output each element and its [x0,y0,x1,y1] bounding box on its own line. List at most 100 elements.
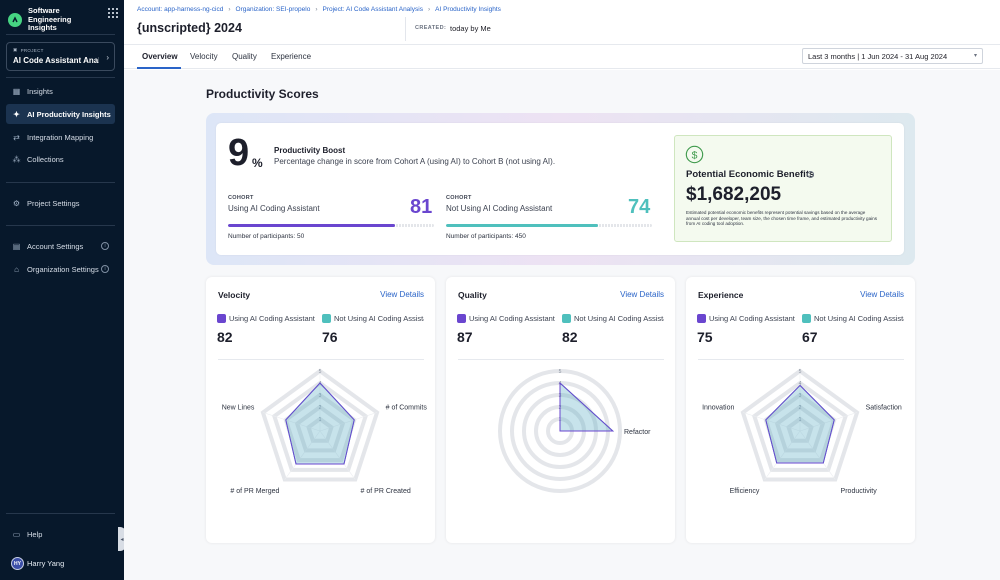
legend-label: Not Using AI Coding Assistant [334,314,424,323]
legend-swatch [562,314,571,323]
score-using-ai: 87 [457,329,473,345]
legend-using-ai[interactable]: Using AI Coding Assistant [217,314,315,323]
avatar[interactable]: HY [11,557,24,570]
radar-spoke [799,412,858,432]
sidebar-item-collections[interactable]: ⁂ Collections [6,149,115,169]
boost-value: 9 [228,132,250,174]
legend-not-using-ai[interactable]: Not Using AI Coding Assistant [562,314,664,323]
cohort-progress-bar [228,224,434,227]
radar-axis-label: # of PR Merged [230,488,279,495]
cohort-score: 74 [628,196,651,218]
tab-velocity[interactable]: Velocity [190,52,218,61]
breadcrumb-account[interactable]: Account: app-harness-ng-cicd [137,6,224,13]
radar-spoke [764,430,801,480]
radar-spoke [319,430,356,480]
cohort-score: 81 [410,196,433,218]
breadcrumb-project[interactable]: Project: AI Code Assistant Analysis [322,6,423,13]
sidebar: Software Engineering Insights ▣ PROJECT … [0,0,124,580]
tab-overview[interactable]: Overview [142,52,178,61]
tab-quality[interactable]: Quality [232,52,257,61]
card-title: Experience [698,290,744,300]
cohort-label: COHORT [228,195,254,201]
info-icon[interactable]: i [101,242,109,250]
boost-unit: % [252,156,263,170]
radar-tick-label: 4 [799,381,802,387]
legend-not-using-ai[interactable]: Not Using AI Coding Assistant [322,314,424,323]
radar-axis-label: Efficiency [730,488,760,495]
legend-using-ai[interactable]: Using AI Coding Assistant [457,314,555,323]
collections-icon: ⁂ [12,154,21,164]
radar-grid-ring [498,369,622,493]
radar-axis-label: New Lines [222,405,255,412]
card-title: Quality [458,290,487,300]
radar-grid-ring [271,380,369,472]
legend-label: Using AI Coding Assistant [229,314,315,323]
radar-grid-ring [774,404,826,453]
brand[interactable]: Software Engineering Insights [8,5,116,35]
radar-series-using-ai [285,382,355,465]
legend-using-ai[interactable]: Using AI Coding Assistant [697,314,795,323]
chevron-down-icon: ▾ [973,53,977,59]
legend-swatch [802,314,811,323]
sparkle-icon: ✦ [13,109,20,119]
breadcrumb-organization[interactable]: Organization: SEI-propelo [235,6,311,13]
active-tab-indicator [137,67,181,69]
help-icon: ▭ [12,529,21,539]
view-details-link[interactable]: View Details [380,290,424,299]
sidebar-divider [6,77,115,78]
cohort-name: Using AI Coding Assistant [228,204,320,213]
sidebar-item-label: Account Settings [27,241,84,251]
user-name[interactable]: Harry Yang [27,559,65,568]
dollar-icon: $ [685,145,704,164]
info-icon[interactable]: i [807,171,814,178]
radar-axis-label: # of Commits [386,405,428,412]
sidebar-divider [6,513,115,514]
sidebar-item-ai-productivity-insights[interactable]: ✦ AI Productivity Insights [6,104,115,124]
collapse-sidebar-button[interactable]: ◂ [118,527,126,551]
mapping-icon: ⇄ [13,132,20,142]
project-selector[interactable]: ▣ PROJECT AI Code Assistant Analysis › [6,42,115,71]
info-icon[interactable]: i [101,265,109,273]
legend-label: Not Using AI Coding Assistant [574,314,664,323]
radar-spoke [799,430,836,480]
radar-grid-ring [294,404,346,453]
sidebar-item-integration-mapping[interactable]: ⇄ Integration Mapping [6,127,115,147]
sidebar-divider [6,182,115,183]
score-using-ai: 82 [217,329,233,345]
economic-benefits-value: $1,682,205 [686,184,782,205]
sidebar-item-label: Help [27,529,43,539]
radar-spoke [284,430,321,480]
header-divider [405,17,406,41]
date-range-select[interactable]: Last 3 months | 1 Jun 2024 - 31 Aug 2024… [802,48,983,64]
chevron-right-icon: › [427,6,431,13]
sidebar-item-help[interactable]: ▭ Help [6,524,115,544]
account-icon: ▤ [12,241,21,251]
brand-name: Software Engineering Insights [28,6,72,33]
economic-benefits-note: Estimated potential economic benefits re… [686,210,877,227]
view-details-link[interactable]: View Details [860,290,904,299]
radar-grid-ring [786,416,814,443]
created-label: CREATED: [415,25,447,31]
legend-not-using-ai[interactable]: Not Using AI Coding Assistant [802,314,904,323]
breadcrumb-current[interactable]: AI Productivity Insights [435,6,501,13]
tab-experience[interactable]: Experience [271,52,312,61]
gear-icon: ⚙ [12,198,21,208]
radar-axis-label: # of PR Created [361,488,411,495]
sidebar-item-organization-settings[interactable]: ⌂ Organization Settings i [6,259,115,279]
sidebar-item-account-settings[interactable]: ▤ Account Settings i [6,236,115,256]
radar-grid-ring [751,380,849,472]
radar-series-using-ai [765,384,835,464]
boost-title: Productivity Boost [274,146,346,155]
breadcrumb: Account: app-harness-ng-cicd › Organizat… [137,6,501,13]
view-details-link[interactable]: View Details [620,290,664,299]
sidebar-item-insights[interactable]: ▦ Insights [6,81,115,101]
created-value: today by Me [450,24,491,33]
score-not-using-ai: 67 [802,329,818,345]
radar-grid-ring [283,392,357,463]
legend-swatch [217,314,226,323]
app-switcher-icon[interactable] [108,8,118,18]
boost-description: Percentage change in score from Cohort A… [274,157,556,166]
sidebar-divider [6,225,115,226]
cohort-progress-fill [228,224,395,227]
sidebar-item-project-settings[interactable]: ⚙ Project Settings [6,193,115,213]
